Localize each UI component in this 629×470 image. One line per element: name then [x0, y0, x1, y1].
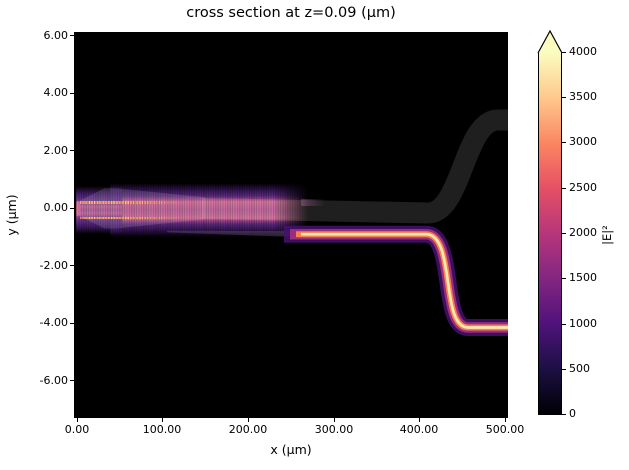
field-glow-orange	[296, 231, 508, 331]
colorbar-tick-label: 1500	[569, 271, 597, 284]
colorbar-tick-label: 2000	[569, 226, 597, 239]
input-taper-field	[76, 186, 122, 234]
colorbar-tick-label: 3500	[569, 90, 597, 103]
colorbar-tick-label: 1000	[569, 317, 597, 330]
colorbar-tick-mark	[562, 324, 566, 326]
source-plane-field	[76, 201, 80, 216]
y-tick-label: -4.00	[39, 316, 68, 329]
y-tick-label: 6.00	[43, 29, 69, 42]
band-fadeout	[274, 178, 314, 230]
x-tick-mark	[162, 418, 164, 422]
colorbar-tick-mark	[562, 369, 566, 371]
y-tick-mark	[70, 265, 74, 267]
x-tick-mark	[334, 418, 336, 422]
y-tick-label: -6.00	[39, 374, 68, 387]
y-axis-label: y (μm)	[4, 194, 19, 236]
lower-coupler-wedge	[167, 230, 303, 238]
structure-and-sbend-layer	[77, 109, 508, 336]
y-tick-mark	[70, 323, 74, 325]
colorbar-extend-triangle	[537, 29, 563, 54]
colorbar-tick-mark	[562, 414, 566, 416]
colorbar-tick-mark	[562, 233, 566, 235]
y-tick-mark	[70, 150, 74, 152]
x-axis-label: x (μm)	[270, 442, 312, 457]
chart-title: cross section at z=0.09 (μm)	[186, 5, 396, 21]
field-core-line	[301, 232, 508, 329]
colorbar-label: |E|²	[600, 225, 614, 245]
colorbar	[538, 52, 562, 415]
colorbar-tick-label: 500	[569, 362, 590, 375]
x-tick-mark	[77, 418, 79, 422]
y-tick-label: 4.00	[43, 86, 69, 99]
y-tick-label: -2.00	[39, 259, 68, 272]
x-tick-label: 500.00	[485, 423, 525, 436]
colorbar-tick-label: 3000	[569, 135, 597, 148]
field-glow-pink	[290, 228, 508, 333]
x-tick-mark	[505, 418, 507, 422]
colorbar-tick-mark	[562, 97, 566, 99]
colorbar-tick-label: 2500	[569, 181, 597, 194]
y-tick-label: 0.00	[43, 201, 69, 214]
colorbar-tick-mark	[562, 278, 566, 280]
y-tick-mark	[70, 380, 74, 382]
x-tick-mark	[248, 418, 250, 422]
colorbar-tick-mark	[562, 142, 566, 144]
colorbar-tick-mark	[562, 52, 566, 54]
mode-bright-row-bottom	[80, 216, 192, 220]
mode-bright-row-top	[80, 201, 192, 204]
y-tick-mark	[70, 35, 74, 37]
x-tick-label: 200.00	[228, 423, 268, 436]
x-tick-mark	[419, 418, 421, 422]
colorbar-tick-label: 0	[569, 407, 576, 420]
heatmap-plot-area	[74, 32, 508, 418]
interference-fringes	[76, 182, 310, 236]
residual-field-streak	[301, 199, 325, 206]
x-tick-label: 100.00	[142, 423, 182, 436]
y-tick-mark	[70, 208, 74, 210]
lower-waveguide-outline	[303, 231, 508, 330]
colorbar-tick-label: 4000	[569, 45, 597, 58]
x-tick-label: 400.00	[399, 423, 439, 436]
x-tick-label: 300.00	[314, 423, 354, 436]
x-tick-label: 0.00	[64, 423, 90, 436]
field-glow-halo	[284, 225, 508, 336]
colorbar-tick-mark	[562, 188, 566, 190]
upper-waveguide-outline	[201, 109, 508, 224]
input-taper-outline	[77, 188, 206, 229]
y-tick-mark	[70, 93, 74, 95]
y-tick-label: 2.00	[43, 144, 69, 157]
